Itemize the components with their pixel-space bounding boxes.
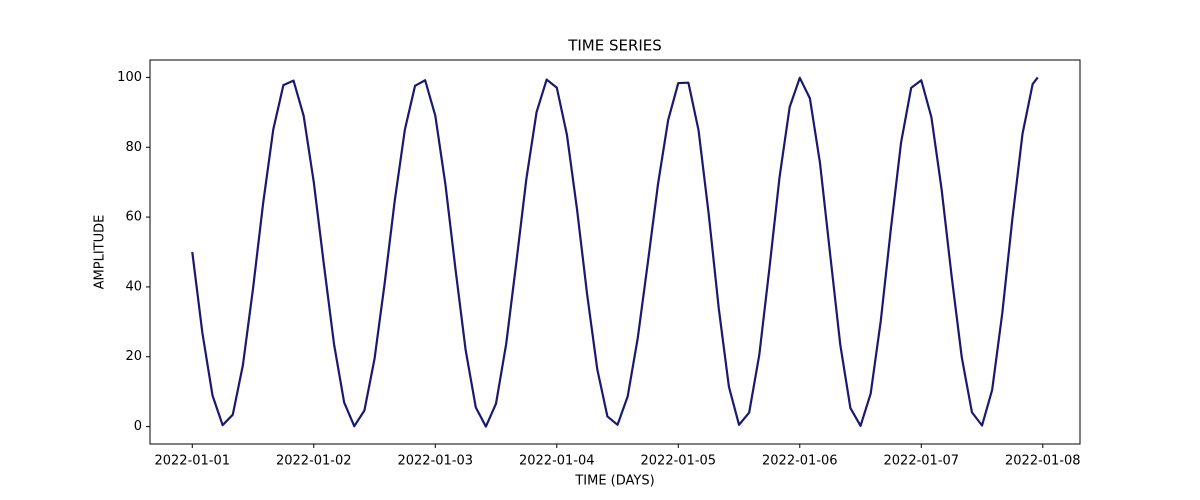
x-tick-label: 2022-01-02: [276, 454, 352, 469]
x-tick-label: 2022-01-03: [397, 454, 473, 469]
y-tick-label: 100: [117, 70, 142, 85]
x-tick-label: 2022-01-05: [641, 454, 717, 469]
x-axis-label: TIME (DAYS): [574, 474, 654, 489]
line-series: [191, 76, 1039, 428]
x-tick-label: 2022-01-07: [884, 454, 960, 469]
chart-title: TIME SERIES: [567, 37, 662, 55]
x-tick-label: 2022-01-01: [154, 454, 230, 469]
y-tick-label: 80: [125, 140, 142, 155]
plot-frame: [149, 59, 1081, 445]
x-tick-label: 2022-01-04: [519, 454, 595, 469]
y-tick-label: 20: [125, 349, 142, 364]
y-axis-label: AMPLITUDE: [93, 215, 108, 290]
y-tick-label: 0: [134, 419, 142, 434]
y-tick-label: 60: [125, 210, 142, 225]
x-tick-label: 2022-01-08: [1005, 454, 1081, 469]
x-tick-label: 2022-01-06: [762, 454, 838, 469]
y-tick-label: 40: [125, 279, 142, 294]
